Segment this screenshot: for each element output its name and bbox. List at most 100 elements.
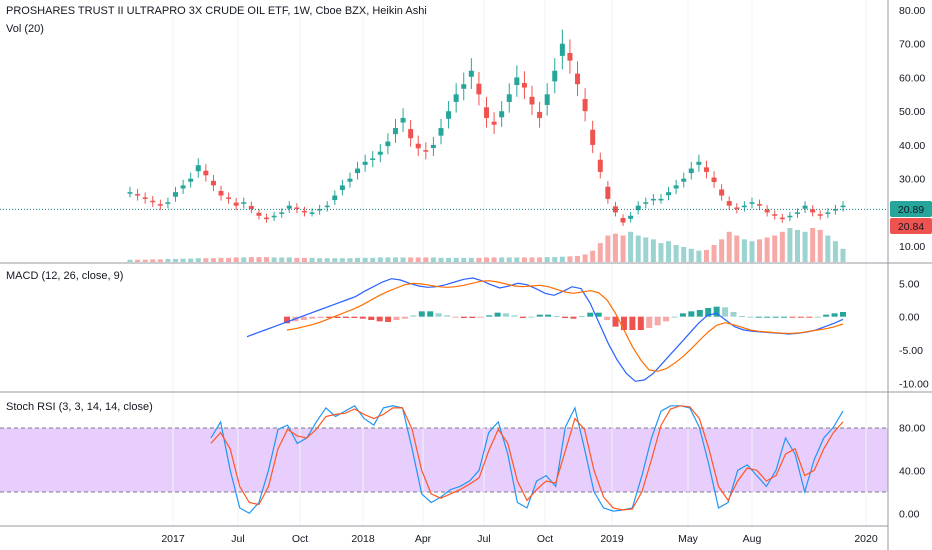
macd-histogram-bar bbox=[789, 316, 796, 318]
macd-histogram-bar bbox=[562, 316, 568, 318]
volume-bar bbox=[362, 257, 368, 262]
volume-bar bbox=[544, 257, 550, 262]
macd-histogram-bar bbox=[570, 316, 577, 319]
macd-axis-ticks[interactable]: 5.00 0.00 -5.00 -10.00 bbox=[899, 278, 929, 390]
candle-body bbox=[157, 204, 163, 206]
chart-title[interactable]: PROSHARES TRUST II ULTRAPRO 3X CRUDE OIL… bbox=[6, 5, 427, 17]
macd-histogram-bar bbox=[738, 316, 745, 317]
macd-histogram-bar bbox=[528, 316, 535, 318]
volume-bar bbox=[658, 243, 664, 262]
volume-bar bbox=[612, 233, 618, 262]
candle-body bbox=[552, 70, 558, 82]
volume-bar bbox=[188, 258, 194, 262]
volume-bar bbox=[476, 257, 482, 262]
volume-bar bbox=[703, 249, 709, 262]
candle-body bbox=[423, 150, 429, 152]
macd-tick-label: 5.00 bbox=[899, 278, 920, 290]
macd-histogram-bar bbox=[797, 316, 804, 318]
macd-histogram-bar bbox=[671, 316, 678, 318]
candle-body bbox=[446, 111, 452, 119]
candle-body bbox=[666, 192, 672, 196]
volume-bar bbox=[787, 228, 793, 262]
candle-body bbox=[226, 197, 232, 199]
volume-bar bbox=[203, 258, 209, 262]
macd-label[interactable]: MACD (12, 26, close, 9) bbox=[6, 270, 124, 282]
macd-histogram-bar bbox=[359, 316, 366, 319]
volume-bar bbox=[597, 243, 603, 262]
volume-bar bbox=[681, 246, 687, 262]
macd-histogram-bar bbox=[342, 316, 349, 318]
candle-body bbox=[703, 167, 709, 172]
volume-bar bbox=[552, 257, 558, 262]
candle-body bbox=[643, 202, 649, 204]
macd-histogram-bar bbox=[587, 312, 594, 317]
macd-histogram-bar bbox=[444, 315, 451, 317]
volume-bar bbox=[499, 257, 505, 262]
volume-bar bbox=[711, 245, 717, 262]
macd-histogram-bar bbox=[604, 316, 611, 320]
volume-bar bbox=[370, 257, 376, 262]
candle-body bbox=[537, 111, 543, 118]
candle-body bbox=[362, 161, 368, 165]
last-price-badge: 20.89 bbox=[890, 201, 932, 217]
volume-bar bbox=[514, 257, 520, 262]
candle-body bbox=[385, 141, 391, 147]
macd-histogram-bar bbox=[477, 316, 484, 318]
candle-body bbox=[188, 178, 194, 182]
time-axis-ticks[interactable]: 2017 Jul Oct 2018 Apr Jul Oct 2019 May Aug 2020 bbox=[161, 533, 878, 545]
macd-histogram-bar bbox=[401, 316, 408, 319]
candle-body bbox=[430, 144, 436, 148]
macd-histogram-bar bbox=[536, 314, 543, 317]
stoch-rsi-label[interactable]: Stoch RSI (3, 3, 14, 14, close) bbox=[6, 401, 153, 413]
macd-histogram-bar bbox=[503, 313, 510, 317]
volume-bar bbox=[377, 257, 383, 262]
candle-body bbox=[173, 192, 179, 197]
price-tick-label: 40.00 bbox=[899, 140, 925, 152]
macd-tick-label: -5.00 bbox=[899, 345, 923, 357]
volume-bar bbox=[741, 239, 747, 262]
macd-histogram-bar bbox=[722, 307, 729, 317]
macd-histogram-bar bbox=[376, 316, 383, 322]
second-price-badge-text: 20.84 bbox=[898, 221, 924, 233]
volume-bar bbox=[840, 248, 846, 262]
volume-bar bbox=[279, 257, 285, 262]
volume-bar bbox=[461, 257, 467, 262]
candle-body bbox=[529, 96, 535, 105]
candle-body bbox=[142, 197, 148, 199]
price-tick-label: 10.00 bbox=[899, 241, 925, 253]
candle-body bbox=[309, 212, 315, 214]
volume-bar bbox=[673, 245, 679, 262]
candle-body bbox=[794, 212, 800, 214]
candle-body bbox=[817, 214, 823, 216]
candle-body bbox=[233, 202, 239, 206]
stoch-axis-ticks[interactable]: 80.00 40.00 0.00 bbox=[899, 422, 925, 520]
time-tick-label: 2020 bbox=[854, 533, 878, 545]
candle-body bbox=[150, 200, 156, 203]
macd-histogram-bar bbox=[452, 316, 459, 318]
volume-bar bbox=[339, 258, 345, 262]
time-tick-label: Aug bbox=[743, 533, 762, 545]
macd-line bbox=[246, 277, 844, 382]
candle-body bbox=[590, 129, 596, 145]
candle-body bbox=[597, 159, 603, 172]
candle-body bbox=[468, 70, 474, 77]
volume-bar bbox=[218, 257, 224, 262]
time-tick-label: 2017 bbox=[161, 533, 185, 545]
volume-label[interactable]: Vol (20) bbox=[6, 23, 44, 35]
volume-bar bbox=[408, 257, 414, 262]
last-price-badge-text: 20.89 bbox=[898, 204, 924, 216]
macd-tick-label: 0.00 bbox=[899, 312, 920, 324]
candle-body bbox=[605, 186, 611, 199]
candle-body bbox=[741, 205, 747, 208]
candle-body bbox=[620, 217, 626, 223]
candle-body bbox=[370, 158, 376, 160]
candle-body bbox=[688, 168, 694, 174]
volume-bar bbox=[575, 255, 581, 262]
volume-bar bbox=[286, 257, 292, 262]
macd-histogram-bar bbox=[519, 316, 526, 318]
candle-body bbox=[256, 212, 262, 216]
macd-histogram-bar bbox=[654, 316, 661, 326]
candle-body bbox=[681, 178, 687, 182]
